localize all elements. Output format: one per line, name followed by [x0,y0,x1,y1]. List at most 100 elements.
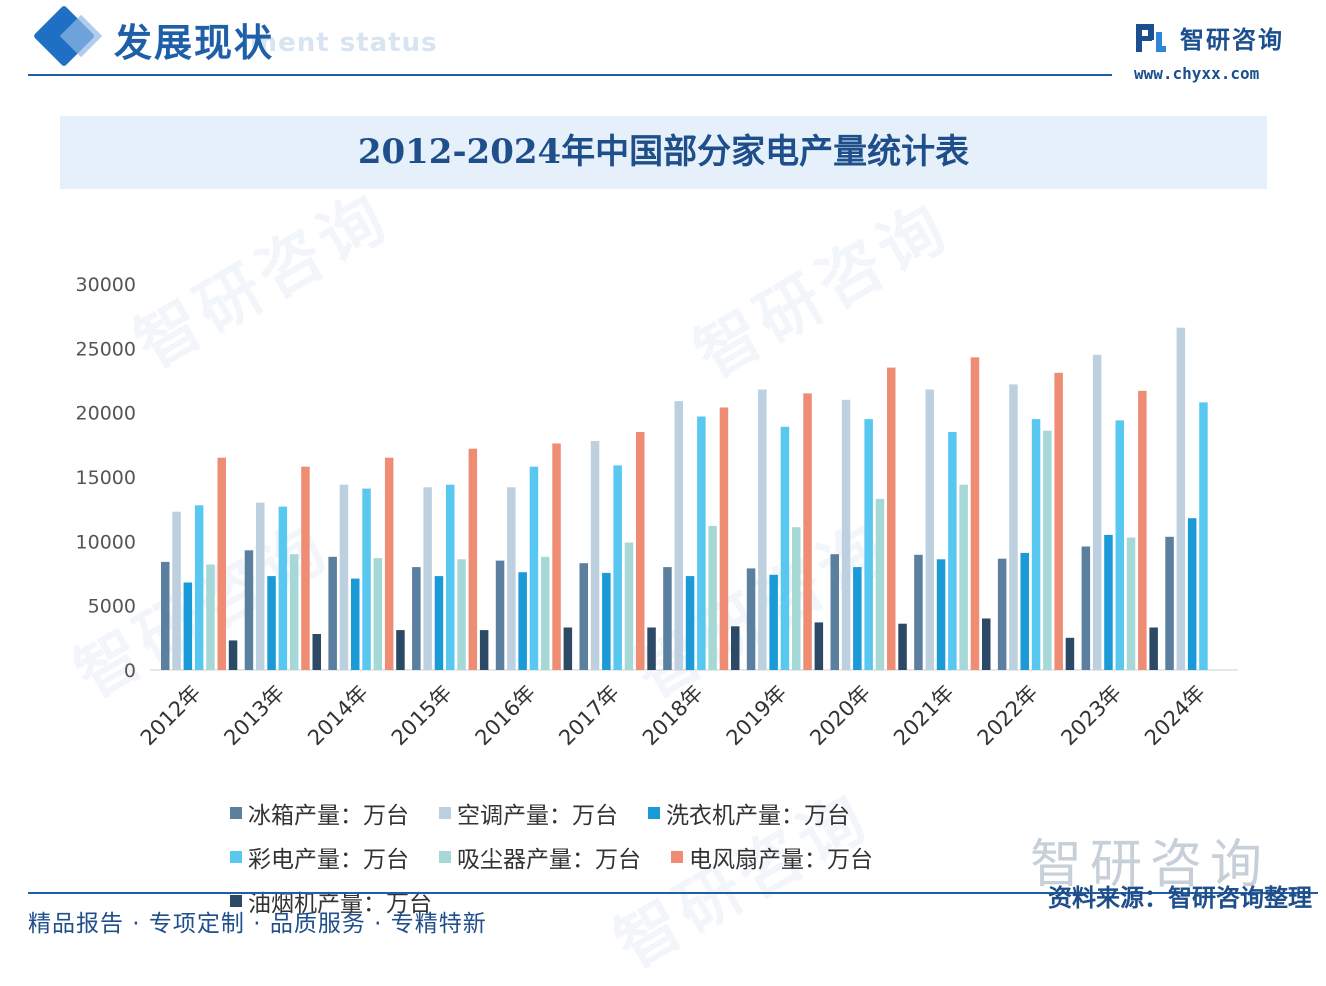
bar-series-5-8 [887,367,896,670]
legend-swatch [648,807,660,819]
bar-series-6-10 [1065,637,1075,670]
x-axis: 2012年 2013年 2014年 2015年 2016年 2017年 2018年 2019年… [136,681,1210,751]
legend-item: 彩电产量：万台 [230,840,409,874]
bar-series-4-2 [373,558,383,670]
chart-title: 2012-2024年中国部分家电产量统计表 [357,132,970,172]
bar-series-1-1 [256,502,265,670]
bar-series-5-9 [970,357,980,670]
bar-series-0-2 [328,556,337,670]
legend-item: 冰箱产量：万台 [230,796,409,830]
y-tick-label: 20000 [76,403,136,425]
bar-series-6-3 [479,630,489,670]
bar-series-6-1 [312,634,321,670]
bar-series-6-2 [396,630,405,670]
y-tick-label: 10000 [76,531,136,553]
bar-series-0-5 [579,563,588,670]
bar-series-6-11 [1149,627,1158,670]
legend-swatch [439,851,451,863]
brand-name: 智研咨询 [1180,26,1284,54]
bar-series-0-7 [746,568,756,670]
bar-series-1-7 [758,389,767,670]
bar-series-2-10 [1020,552,1029,670]
legend-label: 吸尘器产量：万台 [457,847,641,873]
bar-series-0-8 [830,554,839,670]
bar-series-5-3 [468,448,478,670]
legend-label: 电风扇产量：万台 [689,847,873,873]
bar-series-3-6 [697,416,706,670]
chart-title-band [60,116,1267,189]
bar-series-2-0 [183,582,193,670]
bar-series-1-12 [1176,327,1186,670]
chart-legend: 冰箱产量：万台 空调产量：万台 洗衣机产量：万台彩电产量：万台 吸尘器产量：万台 电风扇… [230,796,950,918]
bar-series-1-8 [841,399,851,670]
bar-series-2-12 [1187,518,1197,670]
bar-series-3-1 [278,506,288,670]
legend-item: 吸尘器产量：万台 [439,840,641,874]
bar-series-5-1 [301,466,310,670]
bar-chart: 0 5000 10000 15000 20000 25000 30000 2012年 2013… [76,274,1238,751]
bar-series-0-10 [997,558,1007,670]
x-tick-label: 2018年 [638,681,708,751]
legend-label: 油烟机产量：万台 [248,891,432,917]
bar-series-5-11 [1138,390,1147,670]
bar-series-4-7 [792,527,801,670]
bar-series-4-4 [541,556,550,670]
legend-swatch [671,851,683,863]
bar-series-3-11 [1115,420,1124,670]
bar-series-3-7 [780,426,790,670]
legend-item: 油烟机产量：万台 [230,884,432,918]
bar-series-3-9 [948,432,957,670]
footer-divider [28,892,1318,894]
y-tick-label: 15000 [76,467,136,489]
bar-series-6-9 [982,618,991,670]
x-tick-label: 2022年 [973,681,1043,751]
bar-series-2-8 [853,567,862,670]
y-tick-label: 0 [124,660,136,682]
bar-series-1-11 [1092,354,1102,670]
brand-url: www.chyxx.com [1134,64,1260,83]
section-subtitle: ment status [250,28,438,58]
x-tick-label: 2024年 [1140,681,1210,751]
legend-swatch [439,807,451,819]
bar-series-4-3 [457,559,466,670]
bar-series-1-10 [1009,384,1018,670]
bar-series-4-1 [289,554,299,670]
bar-series-4-0 [206,564,215,670]
bar-series-3-0 [194,505,204,670]
bar-series-1-6 [674,401,683,670]
bar-series-1-2 [339,484,349,670]
bar-series-2-6 [685,576,695,670]
bar-series-3-5 [613,465,622,670]
x-tick-label: 2019年 [722,681,792,751]
bar-series-4-8 [875,498,885,670]
bar-series-3-8 [864,419,873,670]
bar-series-4-10 [1043,430,1052,670]
bar-series-3-10 [1031,419,1041,670]
bar-series-group [161,327,1208,670]
bar-series-2-9 [936,559,946,670]
legend-item: 空调产量：万台 [439,796,618,830]
bar-series-6-6 [731,626,740,670]
bar-series-5-0 [217,457,226,670]
x-tick-label: 2013年 [220,681,290,751]
bar-series-2-3 [434,576,444,670]
bar-series-2-7 [769,574,778,670]
bar-series-4-9 [959,484,968,670]
bar-series-0-9 [914,554,923,670]
bar-series-5-4 [552,443,561,670]
bar-series-6-4 [563,627,573,670]
bar-series-1-0 [172,511,181,670]
legend-label: 洗衣机产量：万台 [666,803,850,829]
legend-label: 彩电产量：万台 [248,847,409,873]
y-tick-label: 30000 [76,274,136,296]
data-source: 资料来源：智研咨询整理 [1048,884,1312,912]
bar-series-5-7 [803,393,812,670]
bar-series-5-2 [384,457,394,670]
x-tick-label: 2014年 [303,681,373,751]
legend-swatch [230,851,242,863]
x-tick-label: 2016年 [471,681,541,751]
bar-series-2-4 [518,572,527,670]
y-tick-label: 5000 [88,596,136,618]
section-title: 发展现状 [114,20,275,65]
bar-series-6-7 [814,622,824,670]
